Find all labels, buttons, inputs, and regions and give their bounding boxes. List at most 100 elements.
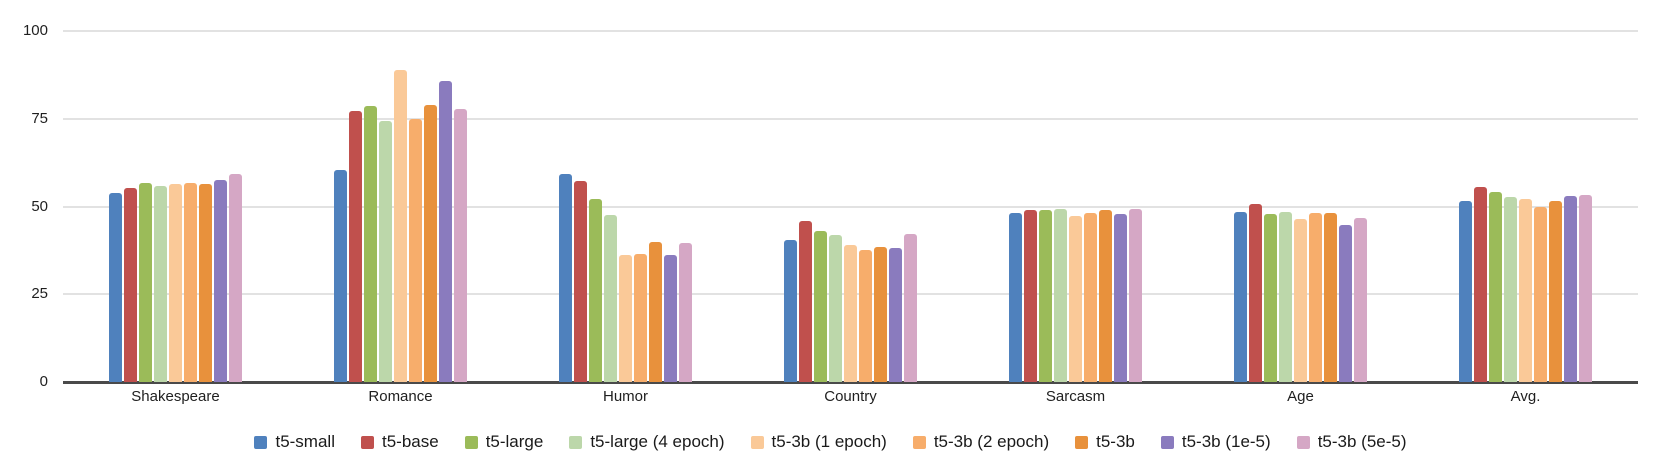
y-tick-label-100: 100 [22, 22, 48, 39]
bar [1579, 194, 1592, 382]
bar [1249, 204, 1262, 382]
legend-label: t5-3b (2 epoch) [933, 432, 1050, 451]
bar [1489, 192, 1502, 382]
legend-swatch-icon [464, 435, 478, 449]
bar [1069, 216, 1082, 382]
bar [634, 253, 647, 382]
bar [874, 246, 887, 382]
legend-swatch-icon [569, 435, 583, 449]
bar [169, 184, 182, 382]
legend-item: t5-3b (1e-5) [1160, 432, 1271, 452]
bar [184, 183, 197, 382]
bar [1354, 217, 1367, 382]
bar [574, 180, 587, 382]
x-axis-label: Sarcasm [1045, 388, 1106, 405]
x-axis-label: Shakespeare [131, 388, 220, 405]
bar [1084, 212, 1097, 382]
bar [1264, 213, 1277, 382]
legend-label: t5-3b (1 epoch) [771, 432, 887, 451]
bar [889, 247, 902, 382]
legend-label: t5-large (4 epoch) [590, 432, 725, 451]
bar [784, 239, 797, 382]
bar [409, 119, 422, 382]
bar [649, 241, 662, 382]
bar [1339, 224, 1352, 382]
legend-label: t5-base [381, 432, 439, 451]
bar [844, 245, 857, 382]
bar [379, 120, 392, 382]
bar [664, 254, 677, 382]
y-tick-label-0: 0 [39, 373, 48, 390]
gridline-y50 [63, 205, 1638, 208]
legend-item: t5-base [360, 432, 439, 452]
legend-label: t5-large [485, 432, 544, 451]
legend-item: t5-large (4 epoch) [569, 432, 725, 452]
bar-groups [63, 31, 1638, 382]
bar-group-humor [513, 31, 738, 382]
bar [199, 183, 212, 382]
bar [1474, 186, 1487, 382]
bar [1234, 212, 1247, 382]
bar [394, 69, 407, 382]
bar [799, 221, 812, 382]
y-tick-label-75: 75 [31, 109, 48, 127]
bar [229, 174, 242, 382]
bar [1279, 212, 1292, 382]
bar [1039, 210, 1052, 382]
gridline-y75 [63, 117, 1638, 120]
bar [154, 185, 167, 382]
legend-swatch-icon [1160, 435, 1174, 449]
legend-swatch-icon [360, 435, 374, 449]
legend-item: t5-small [254, 432, 335, 452]
bar [679, 242, 692, 382]
bar [1054, 209, 1067, 382]
legend-swatch-icon [1296, 435, 1310, 449]
legend-swatch-icon [912, 435, 926, 449]
bar [1114, 213, 1127, 382]
bar-group-romance [288, 31, 513, 382]
bar [1534, 206, 1547, 382]
bar-group-country [738, 31, 963, 382]
bar [334, 169, 347, 382]
bar [1024, 210, 1037, 382]
y-tick-label-25: 25 [31, 285, 48, 303]
bar [619, 255, 632, 382]
bar [1549, 201, 1562, 382]
bar [1309, 213, 1322, 382]
bar [139, 182, 152, 382]
bar [1519, 199, 1532, 382]
x-axis-labels: Shakespeare Romance Humor Country Sarcasm Age… [63, 388, 1638, 405]
bar [904, 233, 917, 382]
legend-item: t5-3b (1 epoch) [750, 432, 887, 452]
bar-group-age [1188, 31, 1413, 382]
bar-group-sarcasm [963, 31, 1188, 382]
x-axis-label: Avg. [1510, 388, 1541, 405]
bar [859, 250, 872, 382]
legend-label: t5-3b (5e-5) [1317, 432, 1407, 451]
plot-area: 0 25 50 75 100 [23, 23, 1638, 389]
legend-label: t5-3b (1e-5) [1181, 432, 1271, 451]
x-axis-line [63, 381, 1638, 384]
bar [814, 231, 827, 382]
bar [124, 187, 137, 382]
legend-item: t5-3b [1075, 432, 1135, 452]
x-axis-label: Romance [368, 388, 433, 405]
legend-item: t5-large [464, 432, 544, 452]
legend-item: t5-3b (5e-5) [1296, 432, 1407, 452]
bar [1459, 201, 1472, 382]
bar-group-avg- [1413, 31, 1638, 382]
bar [424, 104, 437, 382]
bar [214, 180, 227, 382]
gridline-y100 [63, 30, 1638, 32]
bar [604, 214, 617, 382]
x-axis-label: Country [824, 388, 877, 405]
bar-group-shakespeare [63, 31, 288, 382]
legend-swatch-icon [1075, 435, 1089, 449]
bar [829, 235, 842, 382]
bar [1009, 213, 1022, 382]
bar [559, 173, 572, 382]
bar [364, 106, 377, 382]
bar [349, 111, 362, 382]
x-axis-label: Humor [602, 388, 648, 405]
